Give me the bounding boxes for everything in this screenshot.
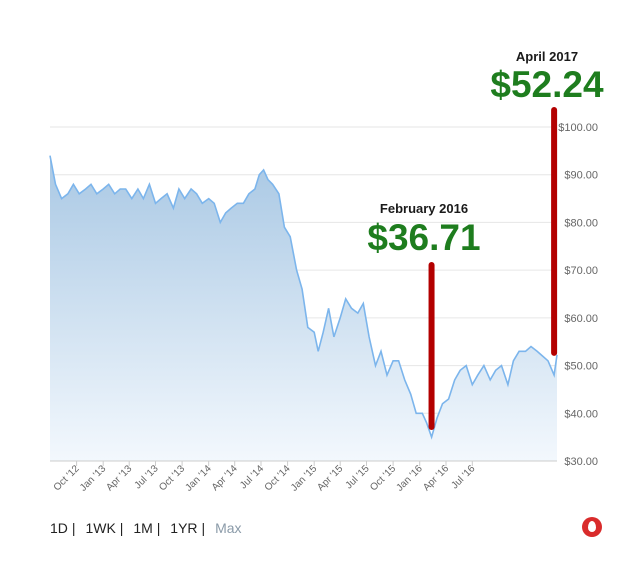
range-1wk-button[interactable]: 1WK [85,520,116,536]
x-tick-label: Apr '16 [421,463,451,493]
y-tick-label: $30.00 [564,456,598,468]
annotation-markers: February 2016$36.71 April 2017$52.24 [367,49,604,430]
annotation-price: $52.24 [490,64,604,105]
x-tick-label: Jan '14 [183,463,214,494]
x-tick-label: Jul '15 [344,463,372,491]
range-separator: | [119,520,124,536]
range-separator: | [71,520,76,536]
range-max-button[interactable]: Max [215,520,242,536]
x-tick-label: Jul '13 [133,463,161,491]
range-selector: 1D | 1WK | 1M | 1YR | Max [50,520,242,536]
annotation-price: $36.71 [367,217,480,258]
x-tick-label: Apr '14 [210,463,240,493]
price-area [50,155,557,461]
x-tick-label: Jan '16 [394,463,425,494]
price-chart: $30.00 $40.00 $50.00 $60.00 $70.00 $80.00 $90.… [49,49,604,494]
x-tick-label: Jan '13 [78,463,109,494]
price-line [49,155,558,440]
y-tick-label: $70.00 [564,265,598,277]
annotation-date: April 2017 [516,49,578,64]
x-tick-label: Oct '12 [52,463,82,493]
x-tick-label: Apr '15 [315,463,345,493]
x-tick-label: Jul '16 [449,463,477,491]
range-1yr-button[interactable]: 1YR [170,520,198,536]
y-tick-label: $40.00 [564,408,598,420]
y-tick-label: $90.00 [564,170,598,182]
x-tick-label: Oct '13 [157,463,187,493]
y-tick-label: $60.00 [564,313,598,325]
x-tick-label: Jan '15 [289,463,320,494]
y-tick-label: $100.00 [558,122,598,134]
oil-drop-logo-icon[interactable] [582,517,602,537]
range-separator: | [201,520,206,536]
y-tick-label: $50.00 [564,361,598,373]
range-1m-button[interactable]: 1M [133,520,153,536]
x-tick-label: Apr '13 [104,463,134,493]
x-tick-label: Jul '14 [238,463,266,491]
x-tick-label: Oct '14 [263,463,293,493]
y-tick-label: $80.00 [564,217,598,229]
range-1d-button[interactable]: 1D [50,520,68,536]
y-axis: $30.00 $40.00 $50.00 $60.00 $70.00 $80.00 $90.… [558,122,598,468]
range-separator: | [156,520,161,536]
x-tick-label: Oct '15 [368,463,398,493]
annotation-date: February 2016 [380,201,468,216]
